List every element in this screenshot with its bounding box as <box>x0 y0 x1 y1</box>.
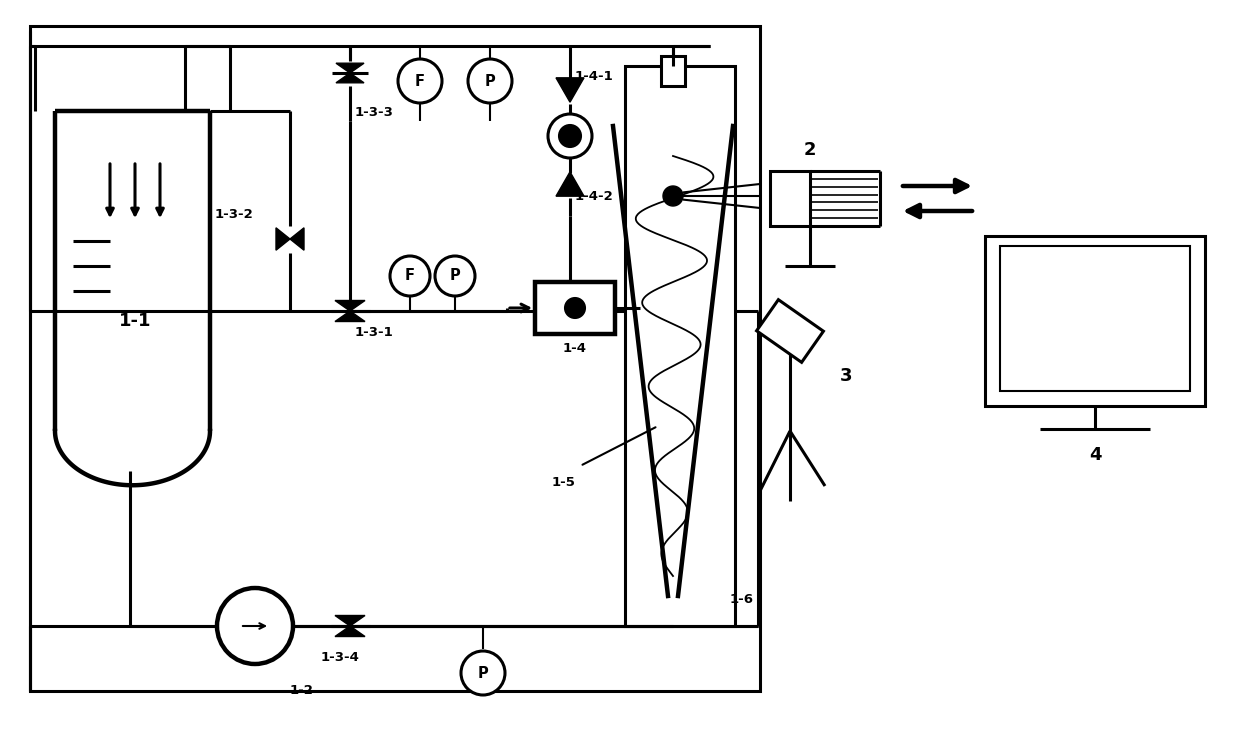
Text: 4: 4 <box>1089 446 1101 464</box>
Polygon shape <box>556 172 584 196</box>
Bar <box>30 26 760 691</box>
Circle shape <box>398 59 441 103</box>
Polygon shape <box>335 301 365 311</box>
Circle shape <box>663 186 683 206</box>
Circle shape <box>565 298 585 318</box>
Polygon shape <box>336 63 365 73</box>
Bar <box>999 246 1190 391</box>
Circle shape <box>217 588 293 664</box>
Text: 1-3-4: 1-3-4 <box>321 651 360 664</box>
Text: F: F <box>415 73 425 88</box>
Polygon shape <box>556 78 584 102</box>
Text: 1-4-1: 1-4-1 <box>575 70 614 82</box>
Text: 1-3-1: 1-3-1 <box>355 326 394 339</box>
Text: 1-3-2: 1-3-2 <box>215 208 254 221</box>
Text: P: P <box>450 268 460 284</box>
Bar <box>661 56 684 86</box>
Polygon shape <box>335 311 365 322</box>
Circle shape <box>461 651 505 695</box>
Circle shape <box>467 59 512 103</box>
Text: P: P <box>485 73 495 88</box>
Bar <box>534 282 615 334</box>
Text: 1-2: 1-2 <box>290 684 314 697</box>
Circle shape <box>435 256 475 296</box>
Polygon shape <box>277 227 290 250</box>
Text: 3: 3 <box>839 367 853 385</box>
Circle shape <box>559 125 582 147</box>
Bar <box>625 66 735 626</box>
Circle shape <box>548 114 591 158</box>
Polygon shape <box>335 626 365 637</box>
Bar <box>770 171 810 226</box>
Text: 1-5: 1-5 <box>551 476 575 489</box>
Text: 1-4-2: 1-4-2 <box>575 190 614 202</box>
Text: 1-1: 1-1 <box>119 312 151 330</box>
Text: 1-4: 1-4 <box>563 342 587 355</box>
Circle shape <box>391 256 430 296</box>
Polygon shape <box>336 73 365 83</box>
Polygon shape <box>290 227 304 250</box>
Text: 1-6: 1-6 <box>730 593 754 606</box>
Polygon shape <box>756 299 823 362</box>
Polygon shape <box>335 616 365 626</box>
Text: P: P <box>477 665 489 680</box>
Text: 1-3-3: 1-3-3 <box>355 106 394 119</box>
Bar <box>985 236 1205 406</box>
Text: 2: 2 <box>804 141 816 159</box>
Text: F: F <box>405 268 415 284</box>
